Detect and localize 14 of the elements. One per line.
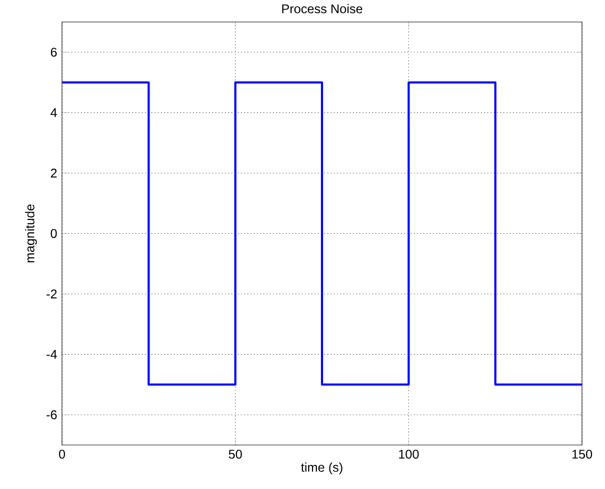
y-tick-label: 2 xyxy=(50,168,57,178)
x-tick-label: 100 xyxy=(399,450,419,459)
y-tick-label: 0 xyxy=(50,229,57,238)
x-axis-title: time (s) xyxy=(301,462,342,474)
chart-title: Process Noise xyxy=(282,4,362,14)
y-tick-label: 6 xyxy=(50,48,57,57)
y-tick-label: 4 xyxy=(50,108,57,117)
y-tick-label: -4 xyxy=(46,350,57,359)
x-tick-label: 0 xyxy=(58,450,66,459)
y-axis-title: magnitude xyxy=(25,204,37,262)
y-tick-label: -6 xyxy=(46,410,57,420)
x-tick-label: 50 xyxy=(228,450,242,459)
x-tick-label: 150 xyxy=(572,450,592,459)
y-tick-label: -2 xyxy=(46,290,57,298)
